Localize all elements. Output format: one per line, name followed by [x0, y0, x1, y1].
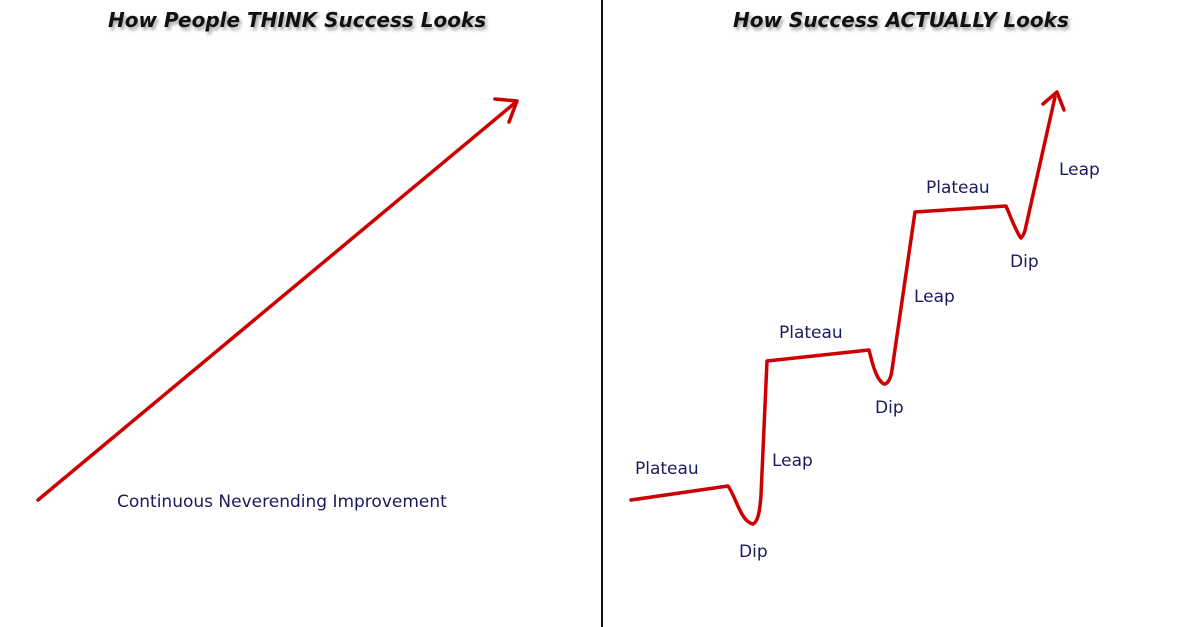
panel-divider — [601, 0, 603, 627]
plateau-label-1: Plateau — [635, 459, 699, 479]
left-panel: How People THINK Success Looks — [108, 8, 487, 32]
expected-path-arrowhead — [493, 97, 519, 124]
left-panel-caption: Continuous Neverending Improvement — [117, 492, 447, 512]
expected-path-line — [36, 100, 518, 502]
actual-path-line — [629, 95, 1057, 526]
dip-label-2: Dip — [875, 398, 904, 418]
right-panel-title: How Success ACTUALLY Looks — [733, 8, 1069, 32]
right-panel: How Success ACTUALLY Looks — [604, 0, 1200, 627]
dip-label-3: Dip — [1010, 252, 1039, 272]
leap-label-1: Leap — [772, 451, 813, 471]
plateau-label-3: Plateau — [926, 178, 990, 198]
leap-label-2: Leap — [914, 287, 955, 307]
dip-label-1: Dip — [739, 542, 768, 562]
left-panel-title: How People THINK Success Looks — [108, 8, 487, 32]
leap-label-3: Leap — [1059, 160, 1100, 180]
actual-path-arrowhead — [1041, 90, 1066, 112]
plateau-label-2: Plateau — [779, 323, 843, 343]
